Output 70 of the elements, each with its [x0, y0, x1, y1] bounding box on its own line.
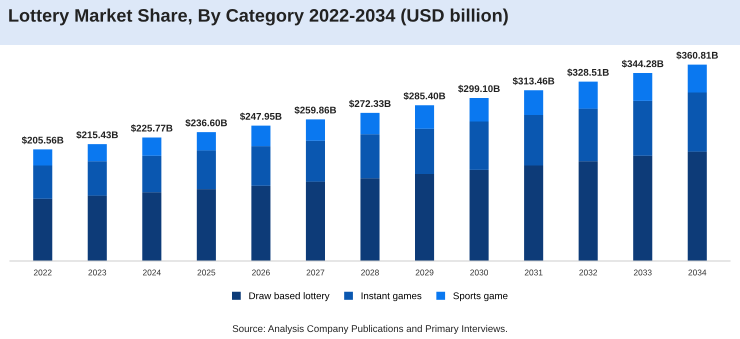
annotation: $344.28B [622, 60, 664, 68]
x-tick-label: 2032 [579, 270, 598, 276]
annotation: $328.51B [567, 68, 609, 76]
x-tick-label: 2030 [470, 270, 488, 276]
bar [360, 112, 380, 134]
bar [415, 105, 434, 129]
bar [88, 161, 107, 196]
x-tick-label: 2027 [306, 270, 324, 276]
x-tick-label: 2026 [252, 270, 270, 276]
bar [688, 152, 707, 261]
bar [688, 92, 707, 152]
bar [415, 174, 434, 261]
bar [578, 161, 598, 261]
annotation: $259.86B [294, 106, 336, 114]
bar [360, 178, 380, 261]
bar [88, 196, 107, 261]
bar [415, 128, 434, 174]
x-tick-label: 2033 [634, 270, 652, 276]
bar [33, 198, 52, 261]
annotation: $285.40B [404, 92, 446, 100]
x-tick-label: 2023 [88, 270, 106, 276]
annotation: $247.95B [240, 112, 282, 120]
bar [196, 189, 216, 261]
bar [142, 192, 162, 261]
bar [360, 134, 380, 178]
bar [251, 126, 270, 146]
bar [306, 119, 325, 141]
bar [633, 100, 652, 156]
bar [33, 149, 52, 166]
x-tick-label: 2031 [524, 270, 542, 276]
bar [306, 182, 325, 261]
bar [88, 144, 107, 162]
legend-label: Sports game [453, 292, 508, 302]
annotation: $215.43B [76, 130, 118, 139]
bar [470, 122, 489, 170]
legend-label: Instant games [362, 292, 422, 302]
bar [688, 64, 707, 92]
bar [524, 115, 544, 166]
annotation: $225.77B [130, 124, 172, 132]
annotation: $313.46B [512, 77, 554, 86]
bar [470, 170, 489, 261]
bar [578, 82, 598, 109]
bar [470, 98, 489, 122]
x-tick-label: 2022 [34, 270, 52, 276]
bar [142, 156, 162, 192]
chart-title: Lottery Market Share, By Category 2022-2034 (USD billion) [9, 8, 508, 26]
bar [142, 137, 162, 156]
annotation: $360.81B [676, 51, 718, 60]
bar [524, 166, 544, 261]
bar [33, 166, 52, 199]
x-tick-label: 2025 [198, 270, 216, 276]
bar [633, 73, 652, 101]
source-note: Source: Analysis Company Publications and Primary Interviews. [232, 324, 507, 334]
bar [633, 156, 652, 261]
legend-label: Draw based lottery [249, 292, 330, 302]
annotation: $299.10B [458, 84, 500, 93]
bar [251, 146, 270, 186]
bar [524, 90, 544, 116]
bar [251, 186, 270, 261]
x-tick-label: 2028 [361, 270, 379, 276]
annotation: $236.60B [185, 118, 228, 127]
bar [196, 132, 216, 150]
annotation: $272.33B [349, 100, 391, 108]
bar [306, 140, 325, 182]
bar [578, 108, 598, 162]
x-tick-label: 2029 [416, 270, 434, 276]
x-tick-label: 2024 [142, 270, 161, 276]
x-tick-label: 2034 [688, 270, 706, 276]
annotation: $205.56B [22, 136, 64, 144]
bar [196, 150, 216, 190]
